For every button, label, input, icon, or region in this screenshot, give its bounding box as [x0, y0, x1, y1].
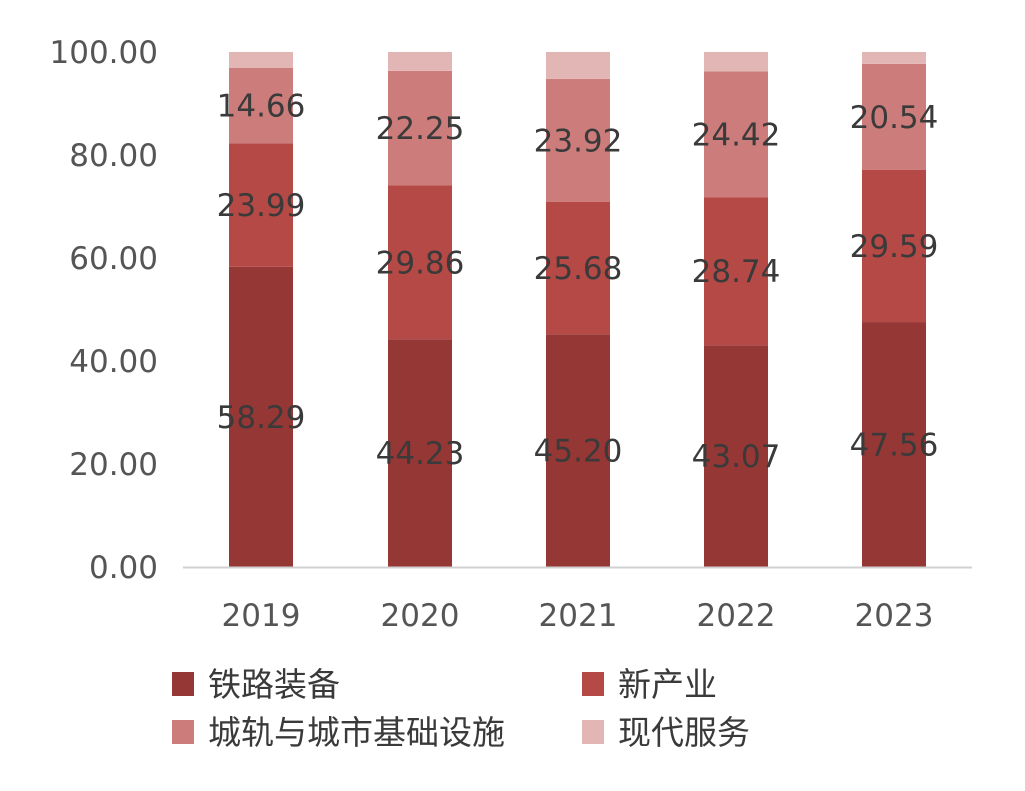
- bar-segment: [862, 169, 926, 323]
- data-label: 58.29: [217, 400, 306, 436]
- bar-segment: [229, 52, 293, 68]
- data-label: 47.56: [850, 428, 939, 464]
- legend-swatch: [172, 672, 194, 696]
- bar-segment: [546, 52, 610, 79]
- legend-label: 新产业: [618, 665, 717, 704]
- data-label: 29.59: [850, 229, 939, 265]
- legend-swatch: [582, 672, 604, 696]
- data-label: 28.74: [692, 254, 781, 290]
- bar-segment: [388, 52, 452, 71]
- x-axis: 2019 2020 2021 2022 2023: [222, 598, 934, 634]
- bar-segment: [546, 78, 610, 202]
- data-label: 45.20: [534, 434, 623, 470]
- x-tick-label: 2023: [855, 598, 934, 634]
- bar-segment: [862, 63, 926, 170]
- bar-segment: [704, 71, 768, 198]
- data-label: 44.23: [376, 436, 465, 472]
- bar-segment: [388, 339, 452, 567]
- data-label: 20.54: [850, 100, 939, 136]
- legend-label: 铁路装备: [208, 665, 340, 704]
- data-label: 24.42: [692, 117, 781, 153]
- legend-label: 城轨与城市基础设施: [208, 713, 505, 752]
- y-tick-label: 60.00: [69, 241, 158, 277]
- legend-swatch: [582, 720, 604, 744]
- bar-segment: [546, 201, 610, 335]
- data-label: 22.25: [376, 111, 465, 147]
- legend-label: 现代服务: [618, 713, 750, 752]
- data-label: 23.99: [217, 188, 306, 224]
- y-tick-label: 80.00: [69, 138, 158, 174]
- x-tick-label: 2019: [222, 598, 301, 634]
- bar-segment: [546, 334, 610, 567]
- bar-segment: [704, 197, 768, 346]
- x-tick-label: 2022: [697, 598, 776, 634]
- bar-segment: [388, 70, 452, 186]
- bar-segment: [388, 185, 452, 340]
- y-tick-label: 20.00: [69, 447, 158, 483]
- bar-stacks: [229, 52, 926, 567]
- bar-segment: [704, 52, 768, 72]
- bar-segment: [862, 52, 926, 64]
- x-tick-label: 2021: [539, 598, 618, 634]
- y-tick-label: 0.00: [89, 550, 158, 586]
- data-labels: 58.29 23.99 14.66 44.23 29.86 22.25 45.20 25.68…: [217, 89, 939, 476]
- legend-swatch: [172, 720, 194, 744]
- data-label: 23.92: [534, 123, 623, 159]
- bar-segment: [862, 322, 926, 567]
- data-label: 25.68: [534, 251, 623, 287]
- y-tick-label: 100.00: [50, 35, 158, 71]
- bar-segment: [229, 143, 293, 267]
- x-tick-label: 2020: [381, 598, 460, 634]
- data-label: 14.66: [217, 89, 306, 125]
- data-label: 43.07: [692, 439, 781, 475]
- y-axis: 0.00 20.00 40.00 60.00 80.00 100.00: [50, 35, 158, 586]
- bar-segment: [704, 345, 768, 567]
- bar-segment: [229, 67, 293, 144]
- bar-segment: [229, 266, 293, 567]
- data-label: 29.86: [376, 245, 465, 281]
- y-tick-label: 40.00: [69, 344, 158, 380]
